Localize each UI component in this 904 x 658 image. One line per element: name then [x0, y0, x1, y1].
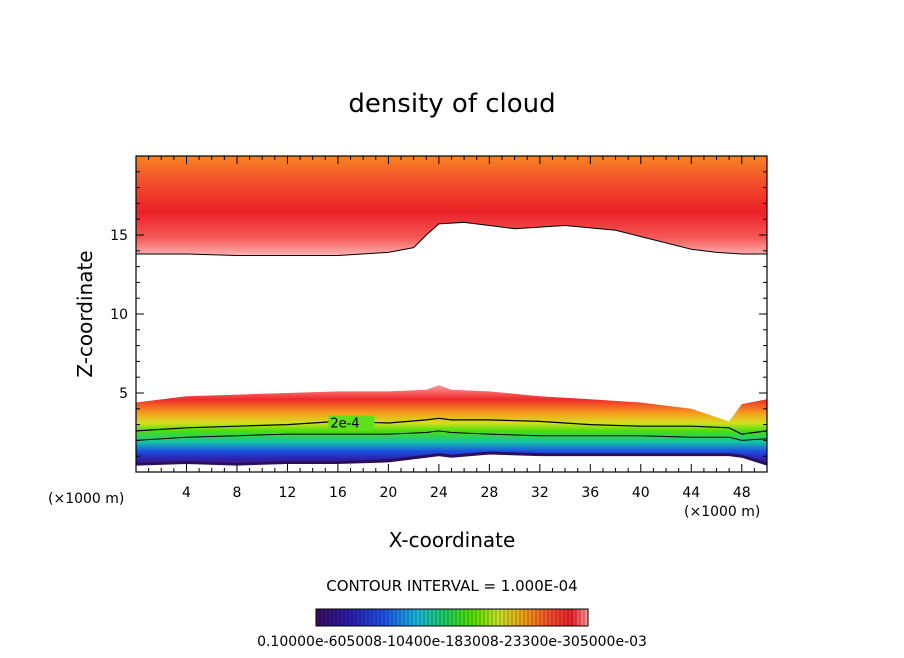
x-tick-label: 44: [682, 485, 700, 501]
colorbar-labels: 0.10000e-605008-10400e-183008-23300e-305…: [257, 634, 647, 650]
x-tick-label: 48: [733, 485, 751, 501]
x-unit-right: (×1000 m): [684, 504, 760, 520]
x-tick-label: 28: [480, 485, 498, 501]
y-tick-label: 5: [119, 386, 128, 402]
upper-band-contour: [136, 221, 767, 256]
x-tick-label: 36: [581, 485, 599, 501]
lower-cloud-band: [136, 385, 767, 465]
lower-band-bottom-edge: [136, 451, 767, 466]
contour-line-1e-4: [136, 430, 767, 441]
x-tick-label: 8: [232, 485, 241, 501]
upper-cloud-band: [136, 156, 767, 256]
x-tick-label: 40: [632, 485, 650, 501]
x-unit-left: (×1000 m): [48, 491, 124, 507]
x-tick-label: 12: [279, 485, 297, 501]
x-tick-label: 32: [531, 485, 549, 501]
contour-line-2e-4: [136, 417, 767, 435]
x-tick-label: 16: [329, 485, 347, 501]
plot-area: [136, 156, 767, 466]
y-axis-title: Z-coordinate: [73, 250, 97, 377]
x-tick-label: 4: [182, 485, 191, 501]
contour-interval-label: CONTOUR INTERVAL = 1.000E-04: [326, 577, 577, 595]
x-tick-label: 24: [430, 485, 448, 501]
x-axis-title: X-coordinate: [389, 528, 516, 552]
chart-title: density of cloud: [348, 89, 555, 119]
y-tick-label: 15: [110, 228, 128, 244]
contour-label: 2e-4: [330, 417, 359, 432]
contour-label-bg: [328, 415, 375, 431]
x-tick-label: 20: [379, 485, 397, 501]
y-tick-label: 10: [110, 307, 128, 323]
colorbar-stripes: [315, 609, 589, 626]
